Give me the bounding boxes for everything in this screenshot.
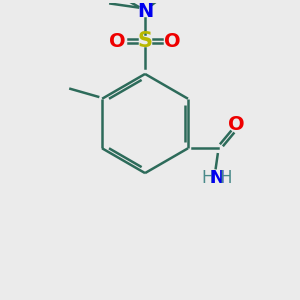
Text: H: H <box>219 169 232 187</box>
Text: N: N <box>137 2 153 21</box>
Text: S: S <box>137 31 152 51</box>
Text: O: O <box>228 115 245 134</box>
Text: O: O <box>109 32 126 51</box>
Text: N: N <box>209 169 224 187</box>
Text: O: O <box>164 32 181 51</box>
Text: H: H <box>202 169 214 187</box>
